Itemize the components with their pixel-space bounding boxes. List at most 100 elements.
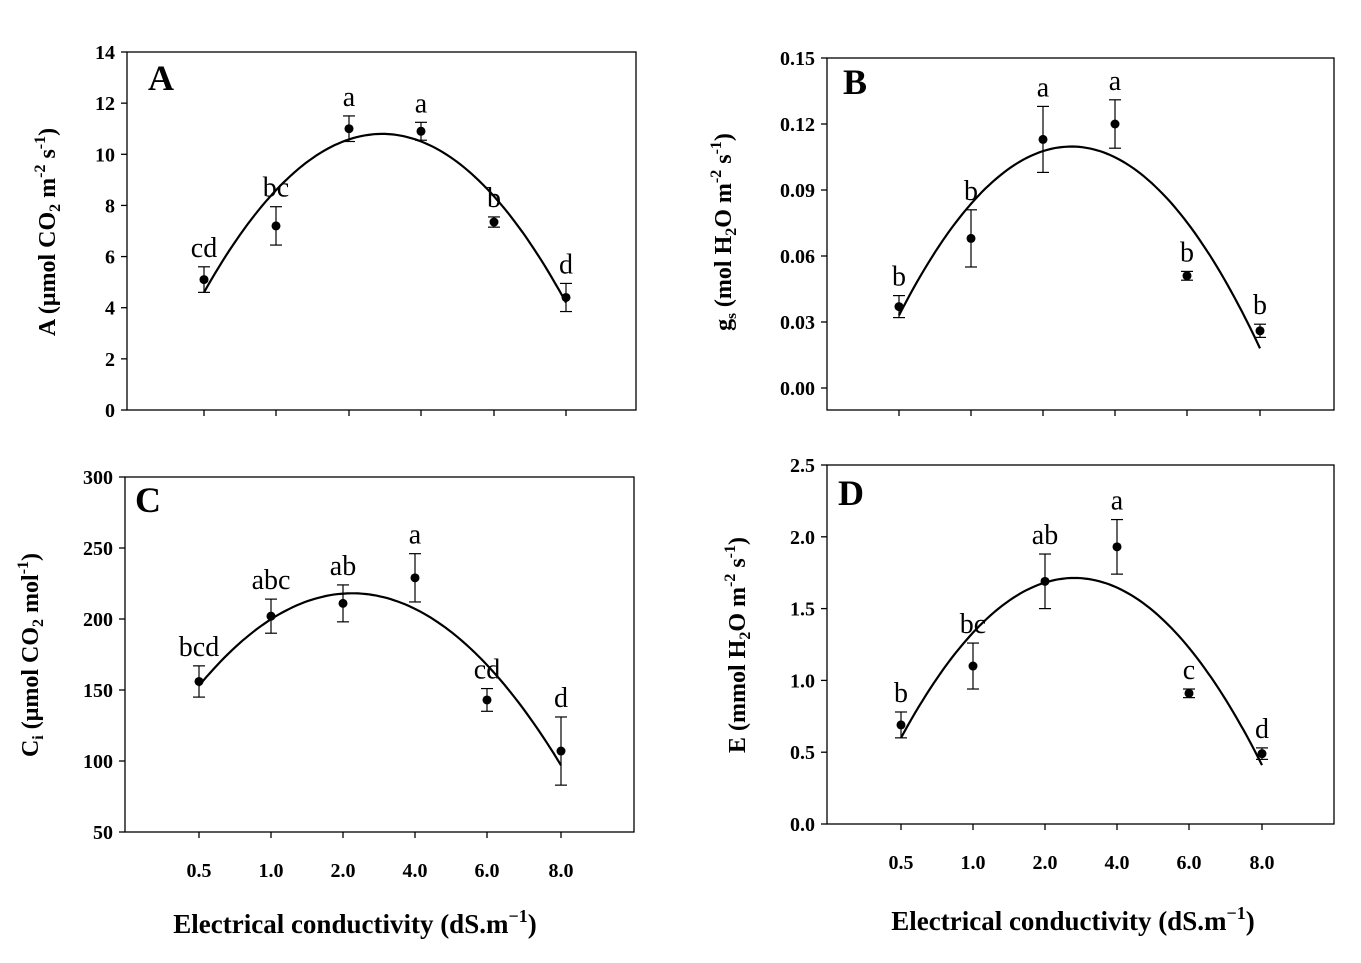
panel-letter: D bbox=[838, 473, 864, 513]
y-title-part: A (μmol CO bbox=[35, 212, 61, 336]
x-tick-label: 0.5 bbox=[889, 852, 914, 874]
y-title-part: ) bbox=[35, 128, 61, 136]
data-point bbox=[1112, 542, 1122, 552]
x-tick-label: 6.0 bbox=[475, 860, 500, 882]
data-point bbox=[896, 720, 906, 730]
data-point bbox=[416, 126, 426, 136]
y-title-part: s bbox=[725, 558, 751, 573]
significance-letter: b bbox=[1253, 290, 1267, 321]
x-tick-label: 8.0 bbox=[549, 860, 574, 882]
x-title-close: ) bbox=[528, 909, 537, 939]
x-tick-label: 2.0 bbox=[331, 860, 356, 882]
y-tick-label: 200 bbox=[83, 609, 113, 631]
data-point bbox=[1257, 749, 1267, 759]
panel-letter: B bbox=[843, 62, 867, 102]
panel-c: Ci (μmol CO2 mol-1) 50 100 150 200 250 300 0.5… bbox=[15, 467, 635, 882]
significance-letter: b bbox=[892, 262, 906, 293]
y-tick-label: 0.09 bbox=[780, 180, 815, 202]
y-tick-label: 14 bbox=[95, 42, 115, 64]
panel-a-y-axis-title: A (μmol CO2 m-2 s-1) bbox=[32, 128, 64, 336]
y-title-sub: 2 bbox=[737, 632, 754, 640]
x-title-close: ) bbox=[1246, 906, 1255, 936]
data-point bbox=[1040, 576, 1050, 586]
x-tick-label: 8.0 bbox=[1250, 852, 1275, 874]
y-title-part: O m bbox=[711, 183, 737, 228]
y-title-part: m bbox=[35, 178, 61, 204]
data-point bbox=[1184, 688, 1194, 698]
significance-letter: b bbox=[1180, 237, 1194, 268]
data-point bbox=[344, 124, 354, 134]
x-tick-label: 2.0 bbox=[1033, 852, 1058, 874]
x-tick-label: 1.0 bbox=[961, 852, 986, 874]
panel-d: E (mmol H2O m-2 s-1) 0.0 0.5 1.0 1.5 2.0 2.5 0… bbox=[722, 455, 1335, 874]
y-tick-label: 50 bbox=[93, 822, 113, 844]
data-point bbox=[968, 661, 978, 671]
y-tick-label: 1.5 bbox=[790, 599, 815, 621]
data-point bbox=[1038, 134, 1048, 144]
y-title-sup: -2 bbox=[722, 574, 739, 587]
y-title-part: ) bbox=[18, 553, 44, 561]
significance-letter: a bbox=[409, 520, 422, 551]
y-title-part: C bbox=[18, 740, 44, 757]
significance-letter: bc bbox=[960, 609, 986, 640]
plot-frame bbox=[126, 51, 637, 411]
significance-letter: bc bbox=[263, 173, 289, 204]
x-tick-label: 6.0 bbox=[1177, 852, 1202, 874]
significance-letter: d bbox=[559, 249, 573, 280]
fit-curve bbox=[900, 576, 1263, 766]
y-tick-label: 150 bbox=[83, 680, 113, 702]
y-title-sub: i bbox=[30, 735, 47, 740]
data-point bbox=[271, 221, 281, 231]
data-point bbox=[489, 217, 499, 227]
significance-letter: a bbox=[1111, 486, 1124, 517]
x-title-main: Electrical conductivity (dS.m bbox=[173, 909, 509, 939]
data-point bbox=[894, 302, 904, 312]
significance-letter: b bbox=[964, 176, 978, 207]
significance-letter: cd bbox=[191, 233, 217, 264]
y-title-sup: -2 bbox=[32, 165, 49, 178]
y-tick-label: 0.12 bbox=[780, 114, 815, 136]
significance-letter: abc bbox=[252, 565, 291, 596]
fit-curve bbox=[203, 132, 567, 304]
data-point bbox=[266, 611, 276, 621]
data-point bbox=[338, 598, 348, 608]
data-point bbox=[199, 275, 209, 285]
y-tick-label: 0.0 bbox=[790, 814, 815, 836]
x-title-main: Electrical conductivity (dS.m bbox=[891, 906, 1227, 936]
y-tick-label: 0.03 bbox=[780, 312, 815, 334]
y-tick-label: 0.5 bbox=[790, 742, 815, 764]
y-title-part: (μmol CO bbox=[18, 627, 44, 735]
data-point bbox=[556, 746, 566, 756]
significance-letter: a bbox=[1037, 72, 1050, 103]
y-tick-label: 2.0 bbox=[790, 527, 815, 549]
panel-c-y-axis-title: Ci (μmol CO2 mol-1) bbox=[15, 553, 47, 757]
plot-frame bbox=[826, 464, 1335, 825]
significance-letter: a bbox=[415, 88, 428, 119]
y-title-sub: 2 bbox=[47, 204, 64, 212]
data-point bbox=[1255, 326, 1265, 336]
plot-frame bbox=[124, 476, 635, 833]
panel-b: gs (mol H2O m-2 s-1) 0.000.030.060.090.1… bbox=[708, 48, 1335, 416]
y-title-sub: 2 bbox=[30, 619, 47, 627]
data-point bbox=[1110, 119, 1120, 129]
y-title-sup: -1 bbox=[32, 136, 49, 149]
significance-letter: a bbox=[343, 82, 356, 113]
x-axis-title-left: Electrical conductivity (dS.m−1) bbox=[173, 906, 536, 939]
x-tick-label: 1.0 bbox=[259, 860, 284, 882]
y-title-sup: -2 bbox=[708, 170, 725, 183]
y-tick-label: 6 bbox=[105, 247, 115, 269]
data-point bbox=[561, 292, 571, 302]
y-tick-label: 10 bbox=[95, 144, 115, 166]
x-tick-label: 4.0 bbox=[403, 860, 428, 882]
y-tick-label: 300 bbox=[83, 467, 113, 489]
fit-curve bbox=[198, 592, 562, 766]
y-tick-label: 1.0 bbox=[790, 670, 815, 692]
y-tick-label: 12 bbox=[95, 93, 115, 115]
data-point bbox=[1182, 271, 1192, 281]
significance-letter: cd bbox=[474, 655, 500, 686]
y-title-part: ) bbox=[725, 537, 751, 545]
x-title-sup: −1 bbox=[508, 906, 527, 926]
y-title-part: g bbox=[711, 319, 737, 331]
